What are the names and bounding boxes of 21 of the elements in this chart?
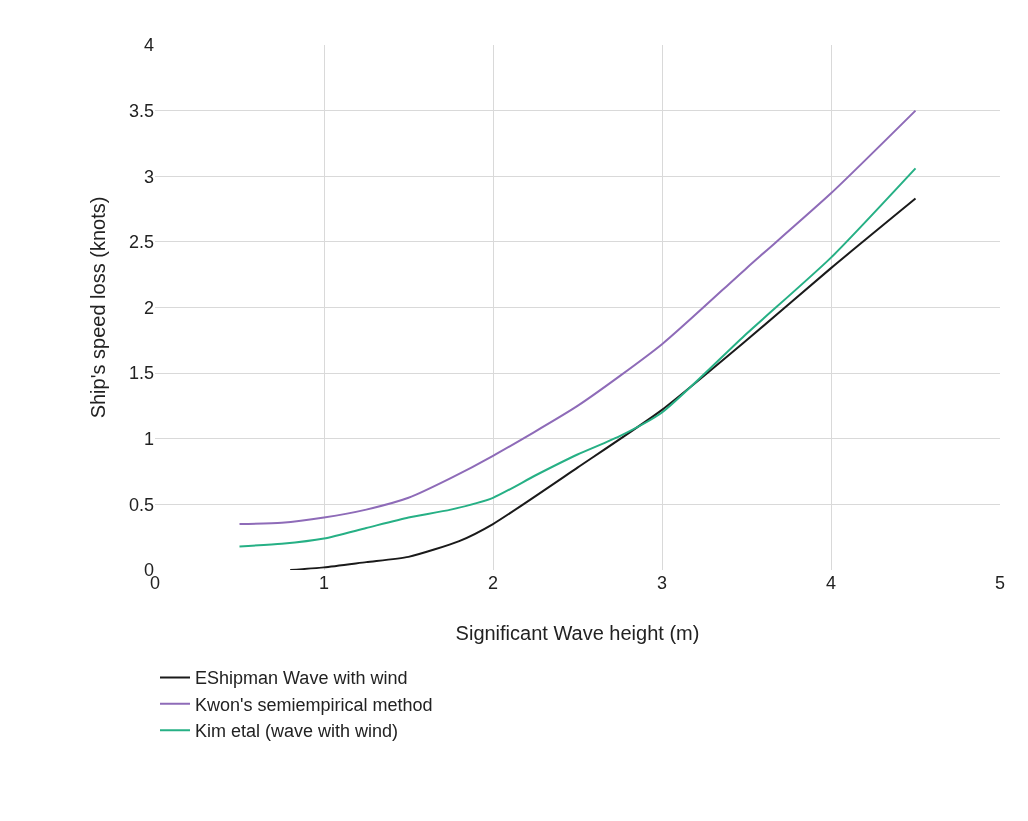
line-series (238, 109, 917, 526)
x-tick-label: 5 (994, 573, 1006, 593)
x-tick-label: 3 (656, 573, 668, 593)
x-tick-label: 1 (318, 573, 330, 593)
line-series (289, 197, 917, 570)
legend-label: Kwon's semiempirical method (195, 694, 433, 715)
y-tick-label: 1 (143, 429, 154, 450)
y-tick-label: 4 (143, 35, 154, 56)
legend-label: EShipman Wave with wind (195, 668, 408, 689)
y-tick-label: 1.5 (128, 363, 154, 384)
y-tick-label: 3 (143, 166, 154, 187)
y-tick-label: 0.5 (128, 494, 154, 515)
x-tick-label: 4 (825, 573, 837, 593)
y-tick-label: 2.5 (128, 232, 154, 253)
legend-label: Kim etal (wave with wind) (195, 721, 399, 742)
x-axis-title: Significant Wave height (m) (455, 622, 700, 644)
y-tick-label: 2 (143, 297, 154, 318)
x-tick-label: 2 (487, 573, 499, 593)
y-tick-label: 3.5 (128, 100, 154, 121)
line-series (238, 167, 917, 548)
y-axis-title: Ship's speed loss (knots) (87, 196, 109, 419)
